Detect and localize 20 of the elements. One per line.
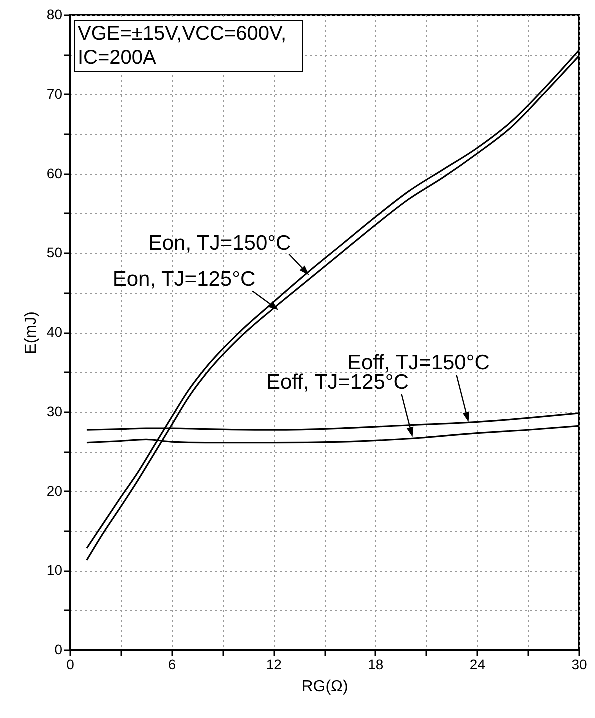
y-tick-label: 30 [46, 403, 63, 420]
y-tick-label: 60 [46, 165, 63, 182]
y-tick-label: 20 [46, 482, 63, 499]
y-axis-title: E(mJ) [22, 312, 40, 354]
x-tick-label: 18 [368, 656, 384, 672]
x-axis-title: RG(Ω) [302, 678, 348, 696]
y-tick-label: 10 [46, 562, 63, 578]
x-tick-label: 24 [470, 656, 486, 672]
annotation: Eon, TJ=150°C [148, 232, 292, 255]
annotation: Eon, TJ=125°C [112, 268, 256, 291]
y-tick-label: 0 [54, 642, 63, 658]
y-tick-label: 40 [46, 324, 63, 340]
y-tick-label: 50 [46, 244, 63, 261]
x-tick-label: 30 [572, 656, 588, 672]
annotation: VGE=±15V,VCC=600V, IC=200A [74, 20, 303, 72]
y-tick-label: 70 [46, 86, 63, 102]
y-tick-label: 80 [46, 6, 63, 22]
x-tick-label: 12 [266, 656, 282, 672]
x-tick-label: 0 [66, 656, 75, 672]
x-tick-label: 6 [168, 656, 176, 672]
